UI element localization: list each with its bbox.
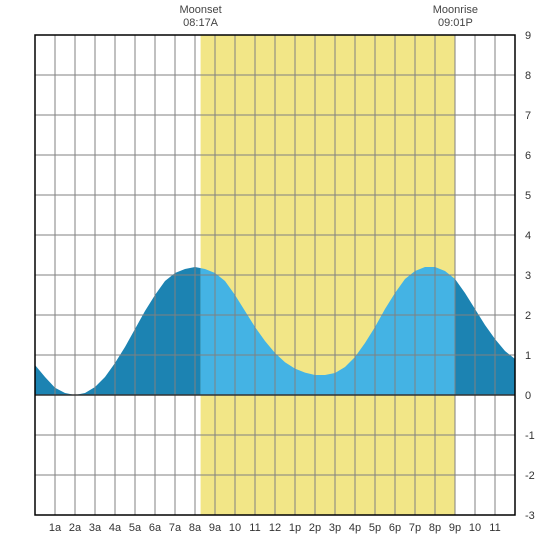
- x-tick-label: 10: [229, 522, 241, 534]
- annotation-title: Moonset: [171, 4, 231, 17]
- x-tick-label: 3a: [89, 522, 102, 534]
- x-tick-label: 6p: [389, 522, 401, 534]
- x-tick-label: 7p: [409, 522, 421, 534]
- y-tick-label: 3: [525, 270, 531, 282]
- moonset-label: Moonset08:17A: [171, 4, 231, 30]
- y-tick-label: 2: [525, 310, 531, 322]
- chart-svg: 1a2a3a4a5a6a7a8a9a1011121p2p3p4p5p6p7p8p…: [0, 0, 550, 550]
- y-tick-label: -3: [525, 510, 535, 522]
- y-tick-label: 5: [525, 190, 531, 202]
- x-tick-label: 11: [489, 522, 500, 534]
- y-tick-label: 6: [525, 150, 531, 162]
- x-tick-label: 9p: [449, 522, 461, 534]
- x-tick-label: 8a: [189, 522, 202, 534]
- y-tick-label: 4: [525, 230, 531, 242]
- x-tick-label: 5a: [129, 522, 142, 534]
- x-tick-label: 2p: [309, 522, 321, 534]
- x-tick-label: 1p: [289, 522, 301, 534]
- moonrise-label: Moonrise09:01P: [425, 4, 485, 30]
- y-tick-label: 7: [525, 110, 531, 122]
- x-tick-label: 9a: [209, 522, 222, 534]
- x-tick-label: 12: [269, 522, 281, 534]
- x-tick-label: 8p: [429, 522, 441, 534]
- x-tick-label: 4a: [109, 522, 122, 534]
- tide-chart: 1a2a3a4a5a6a7a8a9a1011121p2p3p4p5p6p7p8p…: [0, 0, 550, 550]
- x-tick-label: 5p: [369, 522, 381, 534]
- y-tick-label: -2: [525, 470, 535, 482]
- y-tick-label: 9: [525, 30, 531, 42]
- y-tick-label: 0: [525, 390, 531, 402]
- x-tick-label: 11: [249, 522, 260, 534]
- annotation-title: Moonrise: [425, 4, 485, 17]
- annotation-time: 08:17A: [171, 17, 231, 30]
- x-tick-label: 4p: [349, 522, 361, 534]
- x-tick-label: 7a: [169, 522, 182, 534]
- x-tick-label: 6a: [149, 522, 162, 534]
- x-tick-label: 1a: [49, 522, 62, 534]
- x-tick-label: 2a: [69, 522, 82, 534]
- annotation-time: 09:01P: [425, 17, 485, 30]
- y-tick-label: -1: [525, 430, 535, 442]
- x-tick-label: 10: [469, 522, 481, 534]
- x-tick-label: 3p: [329, 522, 341, 534]
- y-tick-label: 8: [525, 70, 531, 82]
- y-tick-label: 1: [525, 350, 531, 362]
